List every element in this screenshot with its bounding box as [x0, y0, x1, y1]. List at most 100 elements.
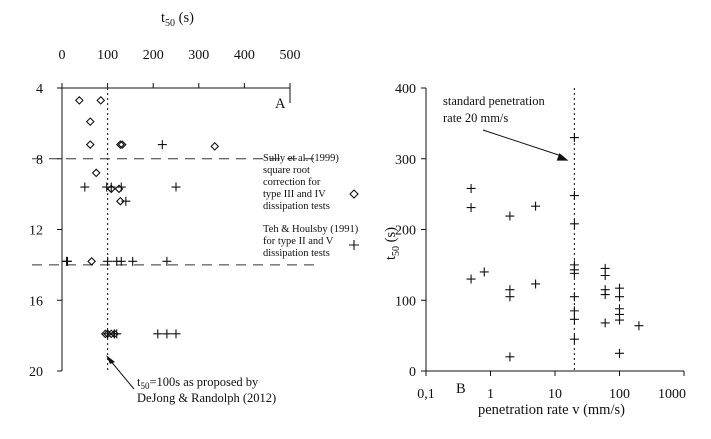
panel-b-plus-point — [600, 270, 610, 280]
panel-b-plus-point — [505, 352, 515, 362]
panel-b-markers — [466, 133, 644, 362]
panel-a-diamond-point — [115, 196, 125, 206]
panel-a-left-tick-label: 4 — [36, 82, 43, 97]
panel-a-top-tick-label: 0 — [59, 48, 66, 63]
panel-a-plus-point — [162, 256, 172, 266]
annotation-line-1-rest: =100s as proposed by — [149, 375, 259, 389]
panel-b-y-tick-label: 300 — [395, 153, 416, 168]
panel-a-left-ticks: 4 8 12 16 20 — [29, 82, 62, 380]
legend-diamond-marker — [349, 189, 359, 199]
panel-a-top-axis-label: t50 (s) — [161, 10, 194, 29]
legend-sully-line-2: square root — [263, 165, 310, 176]
panel-a-annotation-line-2: DeJong & Randolph (2012) — [137, 391, 276, 405]
legend-sully-line-1: Sully et al. (1999) — [263, 153, 339, 164]
panel-a-plus-point — [153, 329, 163, 339]
legend-teh-line-3: dissipation tests — [263, 248, 330, 259]
panel-a-diamond-point — [106, 329, 116, 339]
panel-a-top-ticks: 0 100 200 300 400 500 — [59, 48, 301, 88]
legend-teh-line-1: Teh & Houlsby (1991) — [263, 224, 359, 235]
panel-b-x-tick-label: 100 — [609, 387, 630, 402]
panel-b-plus-point — [569, 334, 579, 344]
panel-a-annotation: t50=100s as proposed by DeJong & Randolp… — [106, 355, 276, 405]
panel-b-plus-point — [615, 348, 624, 358]
panel-a-label: A — [275, 96, 286, 112]
panel-a-markers — [62, 96, 220, 339]
panel-a-annotation-arrowhead — [106, 355, 115, 364]
panel-a-left-tick-label: 12 — [29, 224, 43, 239]
panel-b-y-label-unit: (s) — [383, 227, 399, 246]
panel-a-annotation-arrow — [108, 358, 135, 390]
panel-b-plus-point — [600, 290, 610, 300]
panel-b-plus-point — [531, 201, 541, 211]
panel-b-plus-point — [505, 211, 515, 221]
panel-b-plus-point — [569, 219, 579, 229]
panel-a-diamond-point — [117, 140, 127, 149]
legend-sully-line-5: dissipation tests — [263, 201, 330, 212]
panel-a-top-axis-label-unit: (s) — [175, 10, 194, 26]
legend-teh-line-2: for type II and V — [263, 236, 334, 247]
panel-a-plus-point — [112, 329, 122, 339]
panel-b-y-ticks: 0 100 200 300 400 — [395, 82, 426, 380]
panel-a-left-tick-label: 16 — [29, 294, 43, 309]
panel-a-plus-point — [171, 329, 181, 339]
panel-a-plus-point — [157, 140, 167, 150]
panel-b-y-label-main: t — [383, 256, 399, 260]
panel-a-top-axis-label-main: t — [161, 10, 165, 26]
panel-b-y-tick-label: 0 — [409, 365, 416, 380]
panel-b-label: B — [456, 381, 466, 397]
legend-sully-line-4: type III and IV — [263, 189, 326, 200]
panel-a-plus-point — [162, 329, 172, 339]
panel-a-legend: Sully et al. (1999) square root correcti… — [263, 153, 359, 259]
legend-sully-line-3: correction for — [263, 177, 321, 188]
panel-b-plus-point — [466, 203, 476, 213]
panel-b-y-tick-label: 400 — [395, 82, 416, 97]
panel-a-plus-point — [171, 182, 181, 192]
panel-a-diamond-point — [210, 141, 220, 151]
panel-b-annotation: standard penetration rate 20 mm/s — [443, 94, 569, 161]
panel-a-top-axis-label-subscript: 50 — [165, 18, 175, 29]
panel-a-diamond-point — [85, 140, 95, 149]
panel-a-plus-point — [116, 256, 126, 266]
panel-a-diamond-point — [115, 140, 125, 149]
panel-b-plus-point — [615, 315, 624, 325]
panel-b-annotation-line-1: standard penetration — [443, 94, 545, 108]
panel-b-y-tick-label: 200 — [395, 224, 416, 239]
panel-a-diamond-point — [106, 184, 116, 194]
panel-b-annotation-arrow — [482, 129, 564, 158]
panel-a-top-tick-label: 300 — [188, 48, 209, 63]
panel-a-diamond-point — [74, 96, 84, 105]
panel-a-diamond-point — [87, 256, 97, 266]
panel-a-top-tick-label: 400 — [234, 48, 255, 63]
panel-a-left-tick-label: 8 — [36, 153, 43, 168]
panel-b-annotation-line-2: rate 20 mm/s — [443, 111, 508, 125]
panel-b: 0 100 200 300 400 0,1 1 10 100 1000 t50 (s) pene… — [383, 82, 686, 418]
panel-b-plus-point — [600, 318, 610, 328]
legend-teh: Teh & Houlsby (1991) for type II and V d… — [263, 224, 359, 259]
panel-b-plus-point — [615, 283, 624, 293]
panel-a-top-tick-label: 100 — [97, 48, 118, 63]
panel-b-y-label-subscript: 50 — [391, 246, 402, 256]
panel-b-plus-point — [569, 191, 579, 201]
panel-b-plus-point — [569, 268, 579, 278]
panel-a-annotation-line-1: t50=100s as proposed by — [137, 375, 259, 391]
panel-a-plus-point — [128, 256, 138, 266]
panel-b-plus-point — [531, 279, 541, 289]
panel-b-annotation-arrowhead — [556, 153, 569, 161]
panel-b-plus-point — [466, 274, 476, 284]
panel-b-x-tick-label: 1 — [487, 387, 494, 402]
panel-b-y-axis-label: t50 (s) — [383, 227, 402, 260]
panel-a-plus-point — [62, 256, 72, 266]
panel-b-plus-point — [615, 292, 624, 302]
panel-b-plus-point — [466, 183, 476, 193]
panel-b-plus-point — [479, 267, 489, 277]
panel-b-plus-point — [569, 314, 579, 324]
panel-a-plus-point — [121, 196, 131, 206]
panel-b-x-tick-label: 10 — [548, 387, 562, 402]
panel-b-x-tick-label: 0,1 — [417, 387, 435, 402]
panel-a-plus-point — [106, 182, 116, 192]
legend-sully: Sully et al. (1999) square root correcti… — [263, 153, 359, 212]
panel-a-plus-point — [103, 256, 113, 266]
panel-a-diamond-point — [96, 96, 106, 105]
panel-a-diamond-point — [85, 117, 95, 126]
